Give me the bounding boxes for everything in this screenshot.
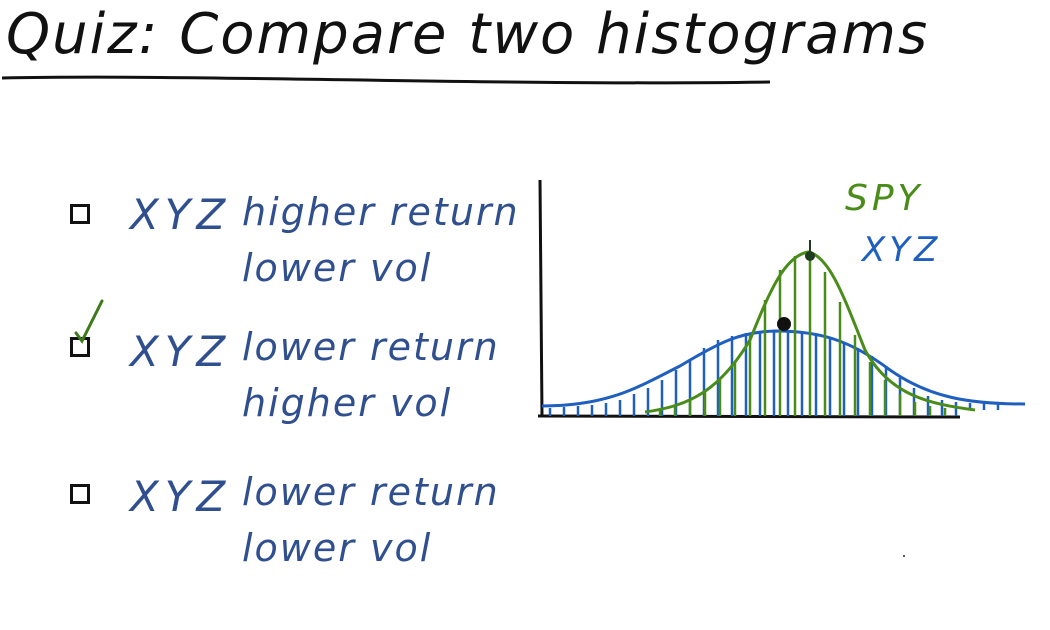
quiz-title: Quiz: Compare two histograms xyxy=(6,2,930,67)
option-2-asset: XYZ xyxy=(130,327,232,376)
xyz-bars xyxy=(548,331,1000,416)
histogram-sketch xyxy=(537,179,1026,419)
legend-spy: SPY xyxy=(845,178,924,219)
option-3[interactable]: XYZ lower return lower vol xyxy=(70,470,530,580)
option-1-line1: higher return xyxy=(242,190,520,234)
ink-speck xyxy=(903,555,905,557)
option-1-checkbox[interactable] xyxy=(70,204,90,224)
option-2[interactable]: XYZ lower return higher vol xyxy=(70,299,530,435)
option-2-line1: lower return xyxy=(242,325,500,369)
option-3-checkbox[interactable] xyxy=(70,484,90,504)
option-3-line2: lower vol xyxy=(242,526,433,570)
y-axis xyxy=(538,179,544,417)
legend-xyz: XYZ xyxy=(862,230,942,270)
option-3-asset: XYZ xyxy=(130,472,232,521)
spy-bars xyxy=(658,254,947,416)
checkmark-icon xyxy=(74,299,104,344)
option-2-line2: higher vol xyxy=(242,381,453,425)
x-axis xyxy=(537,414,961,419)
option-3-line1: lower return xyxy=(242,470,500,514)
option-1-line2: lower vol xyxy=(242,246,433,290)
option-1[interactable]: XYZ higher return lower vol xyxy=(70,190,530,300)
xyz-curve xyxy=(541,329,1026,408)
option-1-asset: XYZ xyxy=(130,190,232,239)
xyz-mean-marker xyxy=(777,317,791,331)
title-underline xyxy=(1,75,771,85)
